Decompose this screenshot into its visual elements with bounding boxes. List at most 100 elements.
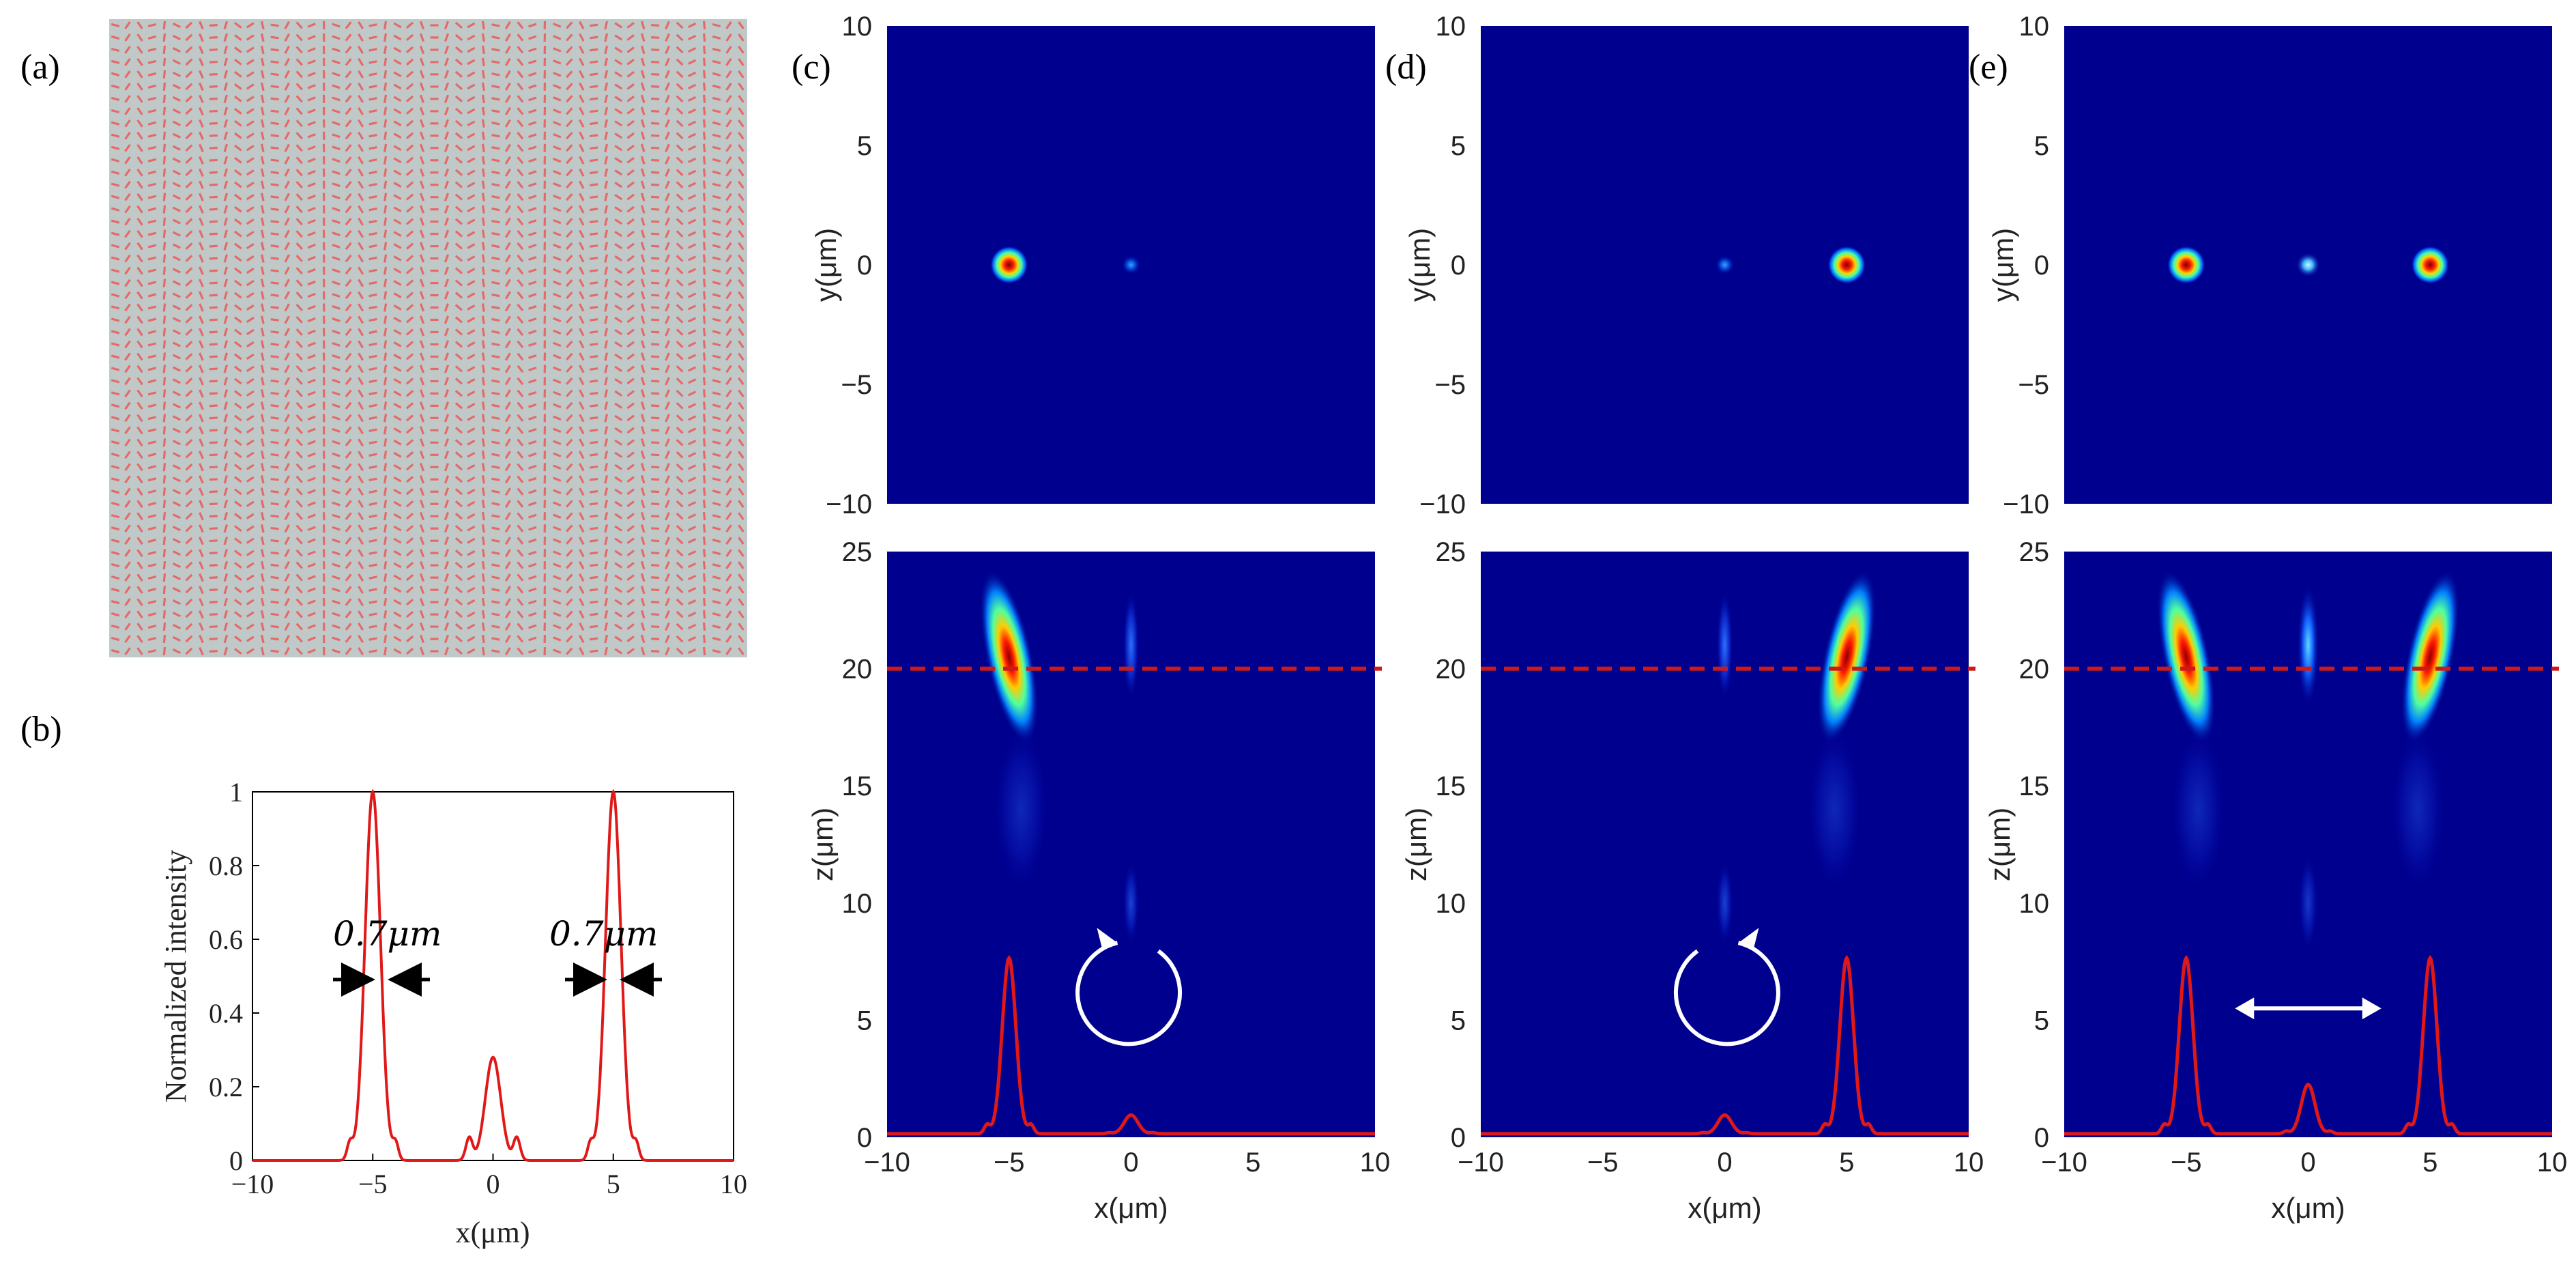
- nanorod: [579, 622, 585, 631]
- nanorod: [307, 415, 316, 421]
- nanorod: [676, 304, 684, 311]
- nanorod: [528, 489, 537, 494]
- nanorod: [136, 401, 143, 410]
- nanorod: [270, 97, 279, 101]
- nanorod: [246, 157, 255, 164]
- nanorod: [223, 180, 229, 189]
- nanorod: [234, 513, 242, 520]
- nanorod: [738, 401, 744, 410]
- profile-xtick-label: −10: [231, 1169, 274, 1199]
- nanorod: [419, 451, 425, 459]
- nanorod: [528, 403, 537, 408]
- nanorod: [383, 634, 388, 644]
- nanorod: [260, 549, 265, 558]
- nanorod: [223, 352, 229, 361]
- nanorod: [738, 340, 744, 349]
- nanorod: [246, 71, 255, 78]
- nanorod: [579, 119, 585, 128]
- nanorod: [345, 512, 352, 520]
- nanorod: [358, 401, 364, 410]
- nanorod: [124, 70, 131, 79]
- focal-spot: [2167, 246, 2205, 284]
- nanorod: [725, 537, 732, 545]
- nanorod: [111, 207, 120, 212]
- nanorod: [738, 377, 744, 386]
- nanorod: [504, 82, 511, 91]
- xy-ytick-label: −10: [826, 489, 872, 519]
- nanorod: [223, 45, 229, 55]
- nanorod: [553, 452, 562, 458]
- nanorod: [504, 242, 511, 251]
- nanorod: [111, 72, 120, 76]
- nanorod: [614, 488, 623, 495]
- nanorod: [383, 106, 388, 116]
- nanorod: [185, 537, 193, 545]
- nanorod: [209, 318, 218, 322]
- nanorod: [566, 598, 573, 606]
- nanorod: [136, 573, 143, 582]
- nanorod: [481, 94, 485, 104]
- nanorod: [332, 575, 341, 580]
- nanorod: [504, 463, 511, 472]
- nanorod: [209, 232, 218, 236]
- nanorod: [223, 131, 229, 140]
- nanorod: [345, 70, 352, 79]
- nanorod: [405, 390, 414, 397]
- nanorod: [467, 329, 476, 335]
- nanorod: [688, 108, 697, 115]
- nanorod: [358, 70, 364, 79]
- nanorod: [358, 512, 364, 521]
- nanorod: [481, 585, 485, 595]
- nanorod: [295, 512, 303, 520]
- nanorod: [504, 57, 511, 66]
- nanorod: [147, 600, 157, 605]
- nanorod: [738, 463, 744, 472]
- nanorod: [368, 526, 377, 530]
- nanorod: [124, 610, 131, 618]
- nanorod: [604, 291, 609, 300]
- circular-polarization-arrowhead: [1097, 928, 1118, 950]
- nanorod: [405, 218, 414, 225]
- nanorod: [383, 328, 388, 337]
- nanorod: [393, 354, 402, 360]
- nanorod: [491, 256, 500, 261]
- xy-ytick-label: −10: [1419, 489, 1466, 519]
- nanorod: [393, 611, 402, 618]
- nanorod: [604, 180, 609, 189]
- nanorod: [185, 95, 193, 103]
- nanorod: [147, 453, 157, 457]
- nanorod: [209, 404, 218, 408]
- nanorod: [467, 599, 476, 605]
- circular-polarization-arrow: [1075, 941, 1183, 1046]
- nanorod: [223, 365, 229, 373]
- nanorod: [504, 438, 511, 447]
- nanorod: [651, 441, 660, 444]
- nanorod: [332, 599, 341, 605]
- nanorod: [688, 599, 697, 605]
- nanorod: [626, 230, 635, 238]
- nanorod: [246, 304, 255, 311]
- nanorod: [504, 279, 511, 287]
- nanorod: [393, 513, 402, 519]
- nanorod: [454, 304, 463, 311]
- nanorod: [358, 451, 364, 459]
- nanorod: [528, 72, 537, 77]
- nanorod: [246, 488, 255, 495]
- nanorod: [295, 389, 303, 397]
- nanorod: [725, 475, 732, 484]
- xz-ytick-label: 5: [1451, 1006, 1466, 1036]
- nanorod: [504, 365, 511, 373]
- nanorod: [665, 646, 670, 656]
- nanorod: [209, 490, 218, 494]
- nanorod: [358, 303, 364, 312]
- nanorod: [640, 131, 646, 140]
- nanorod: [147, 367, 157, 371]
- nanorod: [590, 649, 598, 653]
- nanorod: [246, 599, 255, 605]
- nanorod: [223, 524, 229, 533]
- nanorod: [444, 414, 450, 423]
- nanorod: [517, 340, 524, 349]
- nanorod: [223, 610, 229, 619]
- nanorod: [332, 476, 341, 482]
- nanorod: [651, 466, 660, 469]
